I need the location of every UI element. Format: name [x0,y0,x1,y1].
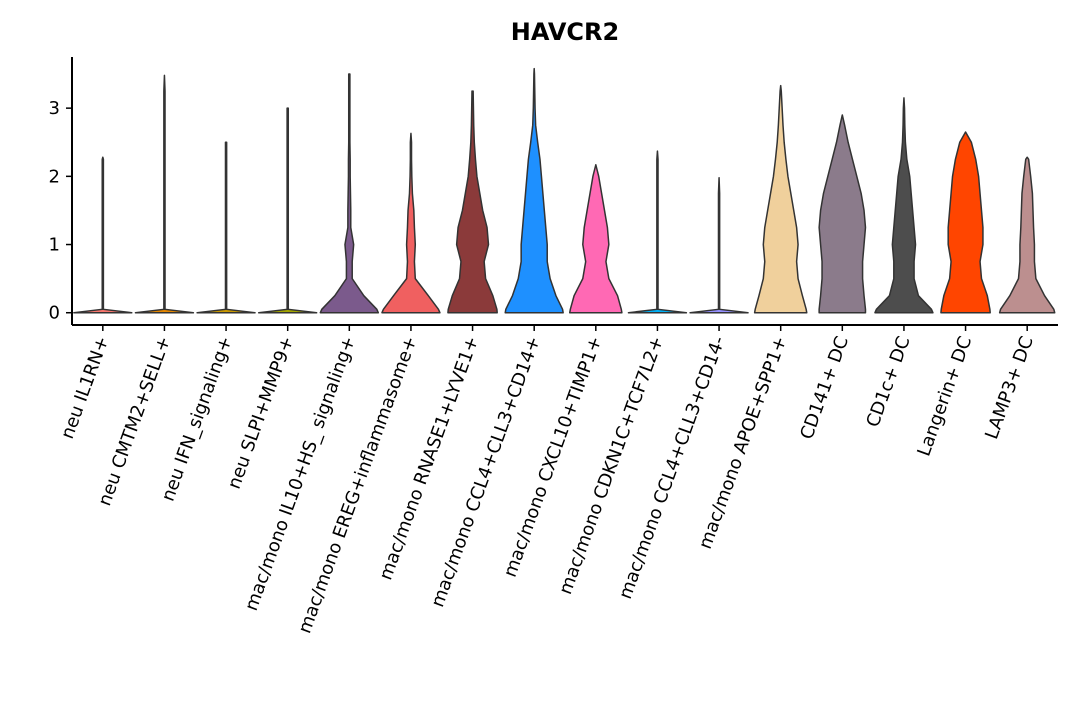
violin [73,156,133,314]
y-tick-label: 3 [49,98,60,119]
x-tick-label: mac/mono EREG+inflammasome+ [294,334,421,637]
violin [447,90,498,314]
x-tick-label: LAMP3+ DC [981,334,1038,443]
violin [940,131,991,314]
chart-title: HAVCR2 [511,18,619,46]
violin [627,150,688,314]
x-tick-label: CD1c+ DC [862,334,914,430]
violin [874,97,934,314]
violin [568,163,623,314]
x-tick-label: Langerin+ DC [913,334,976,460]
violin [257,107,318,314]
violin [753,84,808,314]
x-tick-label: neu IL1RN+ [57,334,113,442]
violin [998,156,1056,314]
violin [504,67,564,314]
x-tick-label: mac/mono IL10+HS_ signaling+ [241,334,360,614]
y-tick-label: 2 [49,166,60,187]
violin [689,176,749,314]
violin [319,73,380,314]
violin [134,74,195,314]
x-tick-label: CD141+ DC [796,334,853,443]
violin [381,132,441,314]
y-tick-label: 1 [49,235,60,256]
violin [196,141,256,314]
y-tick-label: 0 [49,303,60,324]
violin [818,114,867,314]
x-tick-label: mac/mono CCL4+CLL3+CD14- [615,334,730,602]
x-tick-label: neu SLPI+MMP9+ [224,334,299,492]
x-tick-label: mac/mono CCL4+CLL3+CD14+ [427,334,545,610]
